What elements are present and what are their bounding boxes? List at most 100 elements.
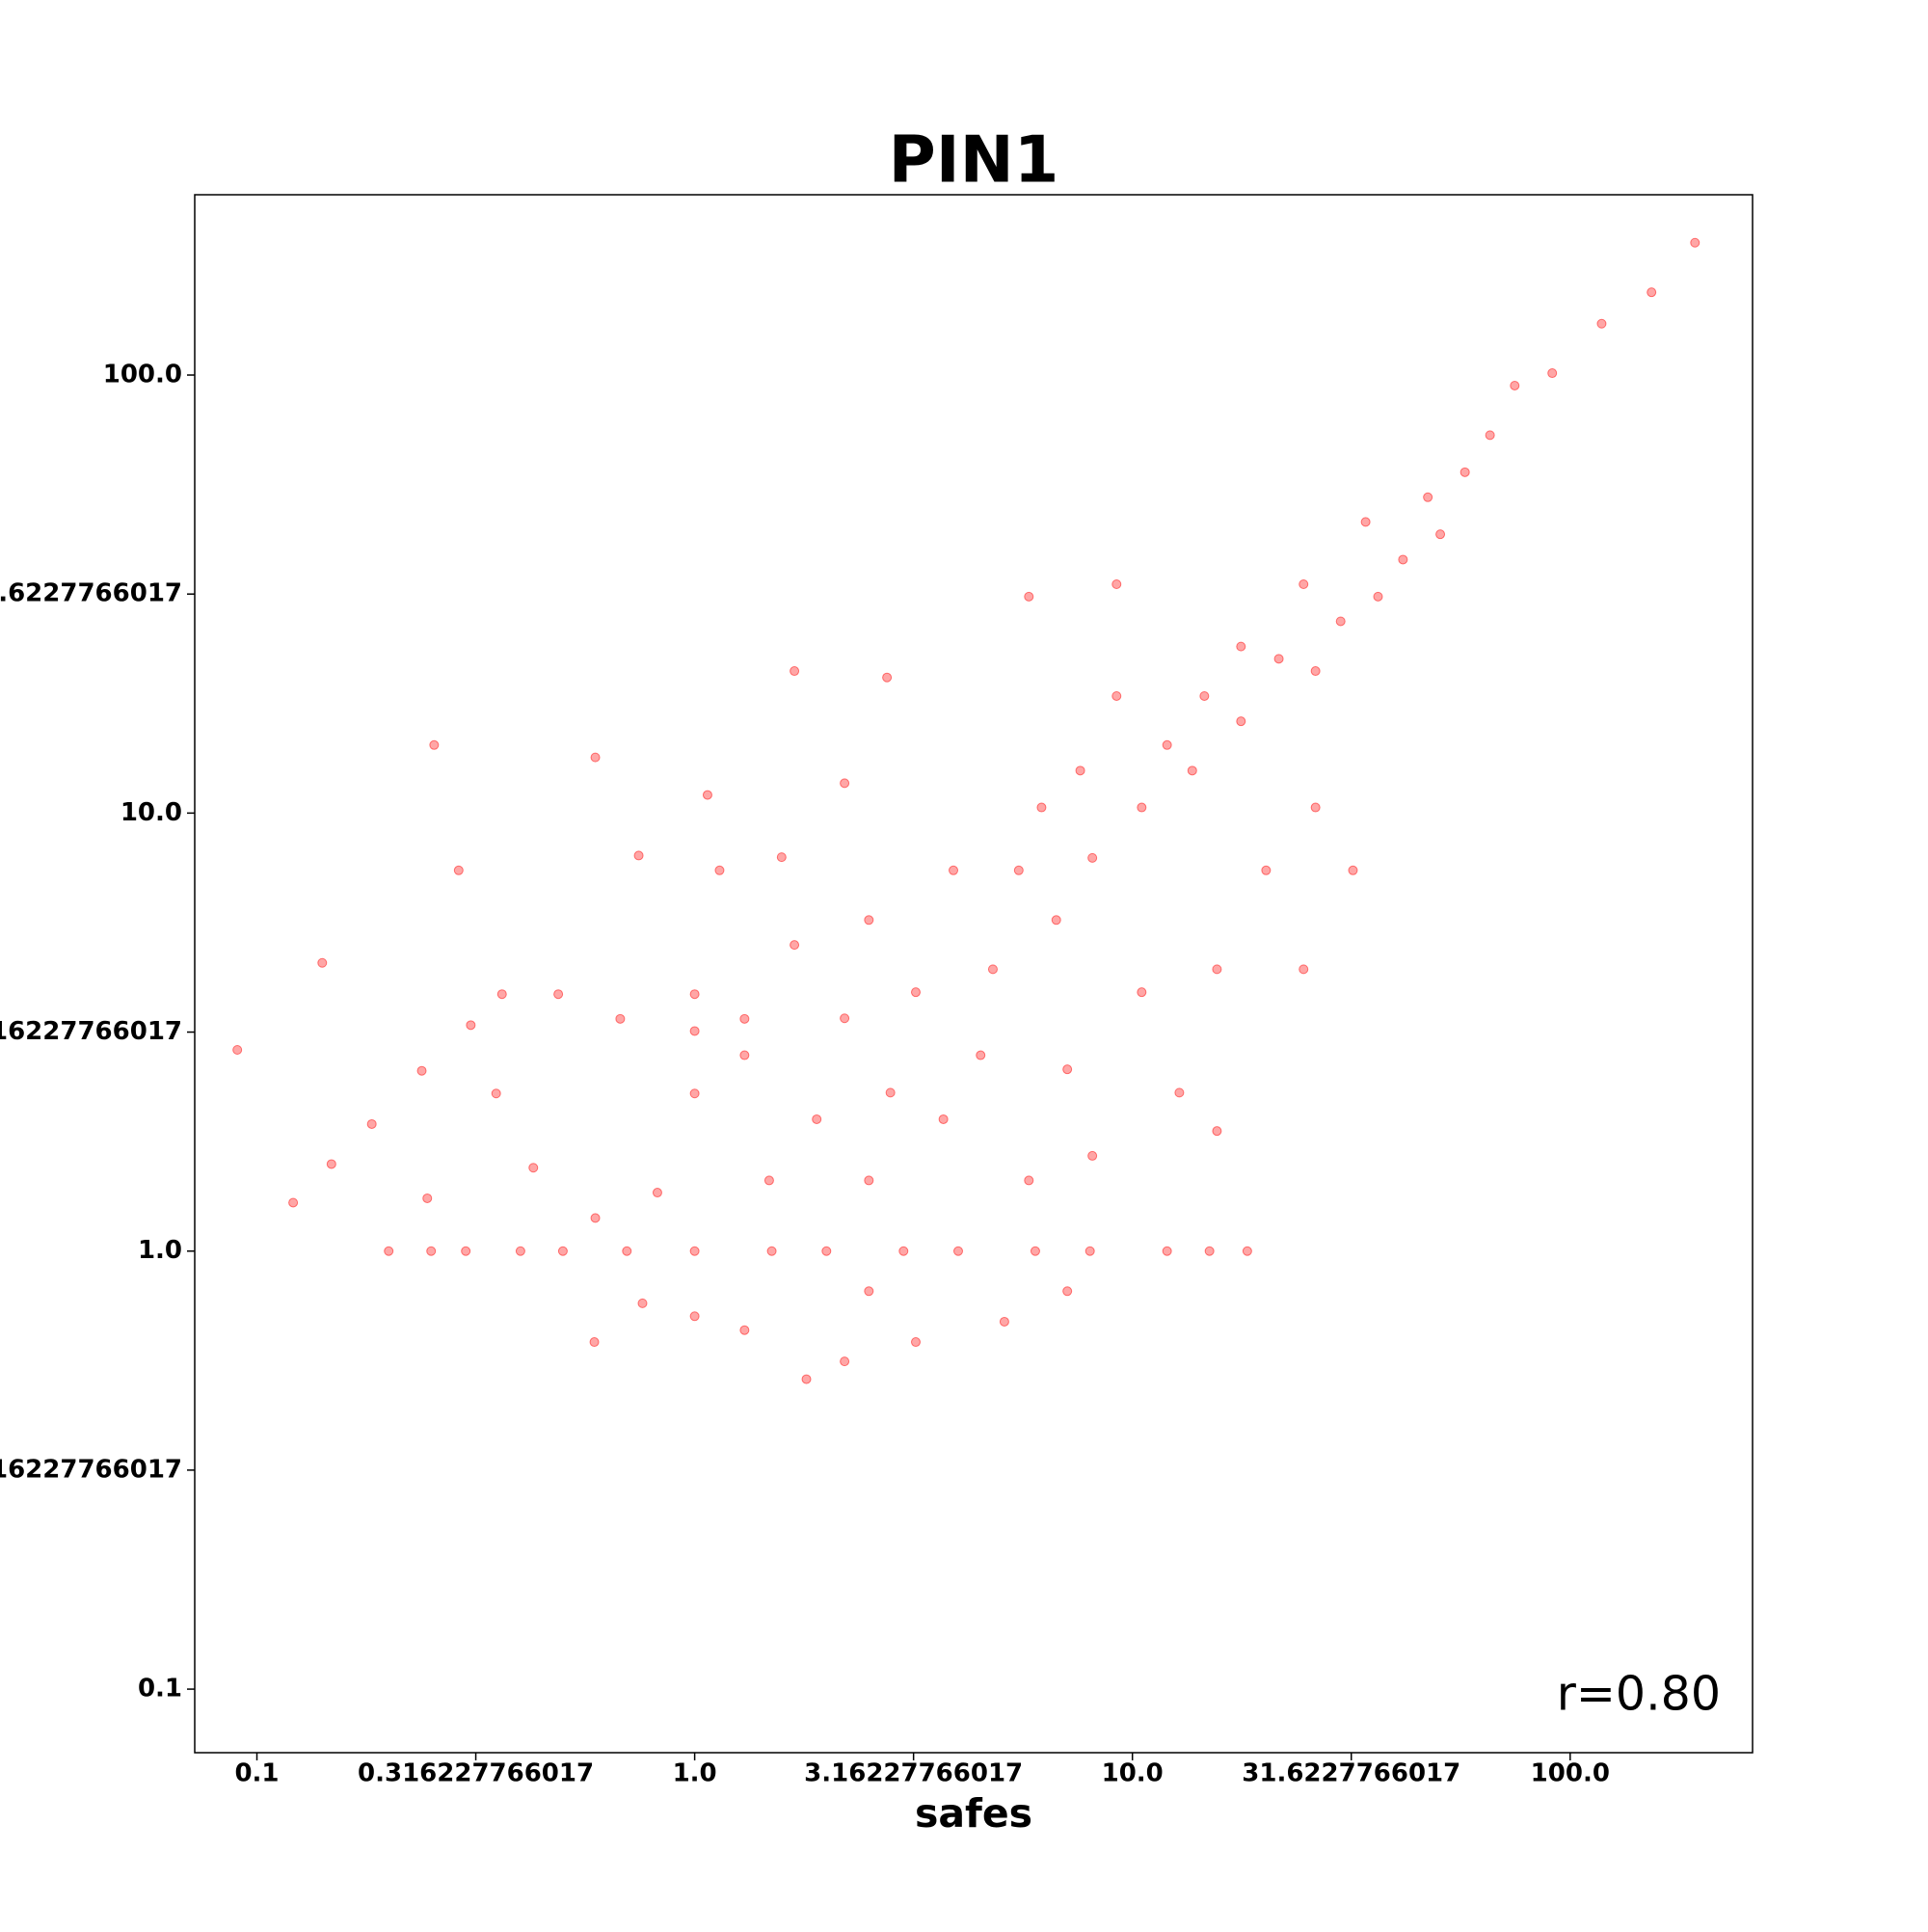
point — [461, 1246, 471, 1256]
point — [1162, 1246, 1172, 1256]
point — [1510, 380, 1520, 390]
point — [1547, 368, 1558, 379]
point — [1310, 802, 1321, 813]
point — [898, 1246, 909, 1256]
point — [553, 989, 564, 1000]
point — [1162, 739, 1172, 750]
point — [840, 1013, 850, 1024]
point — [1348, 865, 1358, 875]
point — [790, 666, 800, 677]
point — [1111, 690, 1122, 701]
point — [422, 1193, 433, 1203]
point — [910, 1337, 921, 1348]
point — [766, 1246, 777, 1256]
y-tick-label: 0.1 — [138, 1675, 182, 1704]
point — [1273, 654, 1284, 664]
point — [288, 1197, 299, 1208]
point — [910, 987, 921, 998]
point — [739, 1013, 750, 1024]
point — [976, 1050, 986, 1060]
point — [999, 1316, 1009, 1327]
x-tick-label: 3.16227766017 — [804, 1759, 1023, 1788]
point — [1310, 666, 1321, 677]
point — [1398, 554, 1408, 565]
point — [689, 989, 700, 1000]
point — [689, 1026, 700, 1036]
point — [1199, 690, 1210, 701]
point — [864, 1286, 874, 1297]
point — [366, 1118, 377, 1129]
x-tick-label: 10.0 — [1102, 1759, 1164, 1788]
x-tick-label: 0.316227766017 — [358, 1759, 594, 1788]
point — [384, 1246, 394, 1256]
point — [1036, 802, 1047, 813]
point — [622, 1246, 632, 1256]
point — [1596, 318, 1607, 329]
point — [1236, 716, 1246, 727]
point — [1137, 987, 1147, 998]
point — [496, 989, 507, 1000]
plot-frame — [194, 194, 1754, 1754]
point — [466, 1020, 476, 1031]
point — [633, 850, 644, 861]
point — [1087, 1150, 1098, 1161]
point — [557, 1246, 568, 1256]
point — [987, 964, 998, 975]
point — [1299, 964, 1309, 975]
point — [1051, 915, 1061, 926]
x-axis-label: safes — [915, 1790, 1032, 1837]
point — [1024, 1175, 1034, 1186]
point — [1075, 765, 1085, 776]
point — [689, 1246, 700, 1256]
point — [864, 1175, 874, 1186]
point — [1062, 1064, 1073, 1075]
point — [1373, 591, 1383, 602]
point — [1087, 852, 1098, 863]
point — [949, 865, 959, 875]
point — [590, 1213, 601, 1223]
point — [689, 1088, 700, 1099]
point — [1212, 1126, 1222, 1137]
point — [739, 1050, 750, 1060]
x-tick-label: 1.0 — [673, 1759, 717, 1788]
point — [763, 1175, 774, 1186]
point — [689, 1311, 700, 1322]
point — [801, 1374, 812, 1384]
point — [1137, 802, 1147, 813]
point — [1423, 492, 1433, 502]
y-tick-label: 1.0 — [138, 1236, 182, 1265]
point — [953, 1246, 964, 1256]
point — [232, 1045, 243, 1056]
y-tick-label: 100.0 — [103, 361, 182, 389]
point — [776, 852, 787, 863]
point — [652, 1188, 662, 1198]
point — [1485, 430, 1495, 441]
point — [790, 940, 800, 951]
point — [1690, 237, 1700, 248]
point — [864, 915, 874, 926]
point — [426, 1246, 437, 1256]
point — [1299, 578, 1309, 589]
point — [416, 1065, 427, 1076]
points — [232, 237, 1700, 1384]
annotation: r=0.80 — [1557, 1667, 1721, 1722]
point — [453, 865, 464, 875]
point — [714, 865, 725, 875]
x-tick-label: 0.1 — [234, 1759, 279, 1788]
point — [1647, 287, 1657, 298]
y-tick-label: 10.0 — [120, 798, 182, 827]
point — [938, 1114, 949, 1124]
point — [1335, 616, 1346, 627]
point — [637, 1298, 648, 1308]
x-tick-label: 31.6227766017 — [1242, 1759, 1460, 1788]
point — [1204, 1246, 1215, 1256]
y-tick-label: 31.6227766017 — [0, 579, 182, 608]
point — [1242, 1246, 1252, 1256]
point — [1111, 578, 1122, 589]
point — [840, 1356, 850, 1367]
point — [1236, 641, 1246, 652]
point — [1013, 865, 1024, 875]
y-tick-label: 3.16227766017 — [0, 1017, 182, 1046]
point — [1084, 1246, 1095, 1256]
